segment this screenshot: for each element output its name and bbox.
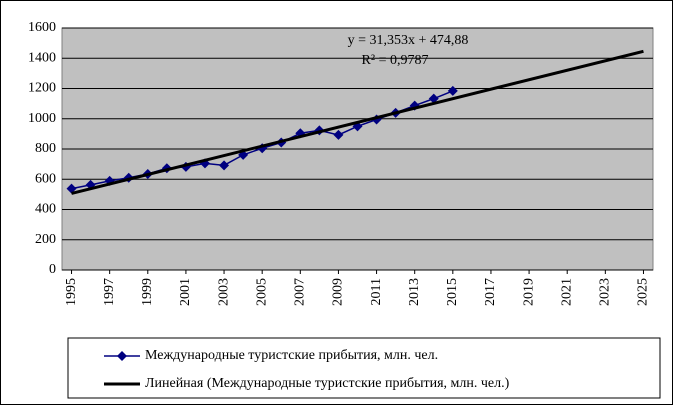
legend-box xyxy=(67,337,661,399)
x-tick-label: 2015 xyxy=(445,278,460,306)
x-tick-label: 1995 xyxy=(64,278,79,306)
x-tick-label: 2001 xyxy=(178,278,193,306)
y-tick-label: 1200 xyxy=(28,81,56,96)
x-tick-label: 2007 xyxy=(293,278,308,306)
x-tick-label: 2025 xyxy=(636,278,651,306)
y-tick-label: 200 xyxy=(35,232,56,247)
legend-marker xyxy=(117,351,127,361)
point-marker xyxy=(428,93,439,104)
y-tick-label: 1400 xyxy=(28,50,56,65)
y-tick-label: 600 xyxy=(35,171,56,186)
legend-label: Линейная (Международные туристские прибы… xyxy=(145,376,510,391)
point-marker xyxy=(66,183,77,194)
y-tick-label: 0 xyxy=(49,262,56,277)
point-marker xyxy=(447,85,458,96)
x-tick-label: 2005 xyxy=(254,278,269,306)
annotation: y = 31,353x + 474,88 xyxy=(348,33,469,48)
y-tick-label: 1000 xyxy=(28,111,56,126)
x-tick-label: 2009 xyxy=(331,278,346,306)
x-tick-label: 2019 xyxy=(521,278,536,306)
x-tick-label: 1997 xyxy=(102,278,117,306)
x-tick-label: 2021 xyxy=(559,278,574,306)
x-tick-label: 2013 xyxy=(407,278,422,306)
y-tick-label: 800 xyxy=(35,141,56,156)
legend-label: Международные туристские прибытия, млн. … xyxy=(145,348,438,363)
x-tick-label: 2011 xyxy=(369,278,384,305)
x-tick-label: 2023 xyxy=(598,278,613,306)
x-tick-label: 2003 xyxy=(216,278,231,306)
x-tick-label: 1999 xyxy=(140,278,155,306)
point-marker xyxy=(333,129,344,140)
x-tick-label: 2017 xyxy=(483,278,498,306)
annotation: R² = 0,9787 xyxy=(362,53,429,68)
y-tick-label: 400 xyxy=(35,202,56,217)
y-tick-label: 1600 xyxy=(28,20,56,35)
point-marker xyxy=(219,160,230,171)
series-line xyxy=(71,49,644,195)
